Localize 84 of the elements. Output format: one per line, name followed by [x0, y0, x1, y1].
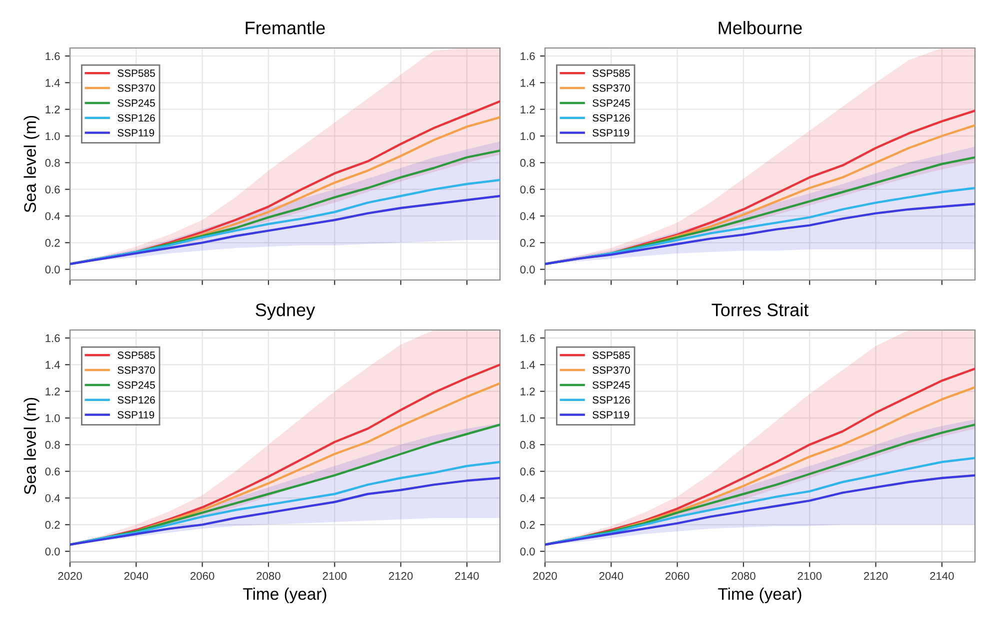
y-tick-label: 1.4	[520, 79, 535, 87]
x-tick-label: 2080	[732, 572, 756, 580]
x-tick-label: 2020	[533, 572, 557, 580]
line-series	[545, 456, 975, 546]
legend-label: SSP585	[118, 351, 155, 359]
y-tick-label: 0.4	[45, 212, 60, 220]
y-tick-label: 0.0	[45, 548, 60, 556]
y-tick-label: 1.4	[520, 361, 535, 369]
y-tick-label: 1.2	[520, 388, 535, 396]
x-tick-label: 2120	[388, 572, 413, 580]
y-tick-label: 0.6	[45, 468, 60, 476]
line-series	[70, 476, 500, 546]
legend-label: SSP119	[118, 129, 154, 137]
y-tick-label: 1.4	[46, 361, 60, 369]
x-tick-label: 2060	[190, 572, 214, 580]
x-axis-title: Time (year)	[243, 588, 326, 604]
x-tick-label: 2100	[798, 572, 822, 580]
x-tick-label: 2080	[256, 572, 280, 580]
y-tick-label: 0.8	[45, 440, 60, 449]
legend-label: SSP119	[118, 411, 154, 419]
legend-label: SSP585	[592, 351, 630, 359]
y-tick-label: 1.0	[46, 414, 60, 422]
y-tick-label: 0.6	[520, 468, 535, 476]
y-tick-label: 0.0	[520, 266, 535, 274]
legend-label: SSP119	[592, 411, 630, 419]
legend-label: SSP585	[118, 69, 155, 77]
line-series	[70, 194, 500, 266]
y-tick-label: 1.0	[520, 414, 535, 422]
y-tick-label: 0.2	[520, 520, 535, 529]
y-tick-label: 0.0	[520, 548, 535, 556]
x-tick-label: 2040	[124, 572, 148, 580]
y-axis-title: Sea level (m)	[24, 116, 40, 212]
legend-label: SSP126	[118, 396, 155, 404]
y-tick-label: 0.6	[520, 186, 535, 194]
x-tick-label: 2120	[864, 572, 888, 580]
y-tick-label: 1.6	[520, 52, 535, 60]
y-tick-label: 1.6	[46, 52, 60, 60]
line-series	[545, 202, 975, 266]
y-tick-label: 1.0	[520, 132, 535, 140]
legend-label: SSP245	[118, 381, 155, 389]
legend-label: SSP370	[118, 84, 155, 92]
legend-label: SSP245	[592, 381, 630, 389]
y-tick-label: 0.4	[520, 494, 535, 502]
chart-title: Sydney	[256, 303, 316, 320]
y-tick-label: 1.2	[46, 388, 60, 396]
x-tick-label: 2100	[322, 572, 347, 580]
line-series	[545, 474, 975, 546]
line-series	[70, 460, 500, 546]
x-tick-label: 2060	[666, 572, 690, 580]
legend-label: SSP126	[592, 396, 630, 404]
legend-label: SSP245	[118, 99, 155, 107]
legend-label: SSP245	[592, 99, 630, 107]
y-axis-title: Sea level (m)	[24, 398, 40, 494]
x-tick-label: 2040	[599, 572, 624, 580]
y-tick-label: 0.8	[520, 440, 535, 449]
legend-label: SSP370	[118, 366, 155, 374]
legend-label: SSP370	[592, 84, 630, 92]
y-tick-label: 0.6	[45, 186, 60, 194]
legend-label: SSP126	[592, 114, 630, 122]
x-tick-label: 2140	[930, 572, 954, 580]
y-tick-label: 0.2	[45, 238, 60, 247]
chart-title: Torres Strait	[712, 303, 809, 316]
legend-label: SSP585	[592, 69, 630, 77]
y-tick-label: 0.2	[45, 520, 60, 529]
y-tick-label: 0.2	[520, 238, 535, 247]
y-tick-label: 0.0	[45, 266, 60, 274]
y-tick-label: 1.4	[46, 79, 60, 87]
y-tick-label: 1.6	[520, 334, 535, 342]
y-tick-label: 0.4	[45, 494, 60, 502]
y-tick-label: 0.8	[520, 158, 535, 167]
y-tick-label: 1.2	[520, 106, 535, 114]
chart-title: Fremantle	[246, 21, 325, 34]
x-axis-title: Time (year)	[718, 588, 802, 604]
legend-label: SSP370	[592, 366, 630, 374]
y-tick-label: 0.8	[45, 158, 60, 167]
legend-label: SSP119	[592, 129, 630, 137]
legend-label: SSP126	[118, 114, 155, 122]
y-tick-label: 0.4	[520, 212, 535, 220]
y-tick-label: 1.6	[46, 334, 60, 342]
chart-title: Melbourne	[718, 21, 802, 34]
x-tick-label: 2140	[455, 572, 479, 580]
y-tick-label: 1.0	[46, 132, 60, 140]
x-tick-label: 2020	[58, 572, 82, 580]
y-tick-label: 1.2	[46, 106, 60, 114]
